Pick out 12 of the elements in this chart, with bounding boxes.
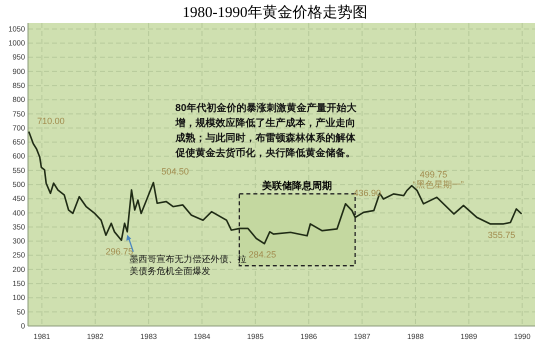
annotation: 80年代初金价的暴涨刺激黄金产量开始大增，规模效应降低了生产成本，产业走向成熟；与此同时，布雷顿森林体系的解体促使黄金去货币化，央行降低黄金储备。: [174, 102, 358, 160]
chart-title: 1980-1990年黄金价格走势图: [182, 4, 368, 21]
annotation: 墨西哥宣布无力偿还外债、拉美债务危机全面爆发: [129, 254, 246, 276]
annotation: 436.90: [354, 188, 382, 198]
annotation: 284.25: [248, 250, 276, 260]
line-series: [28, 131, 522, 244]
band-label: 美联储降息周期: [261, 180, 332, 192]
annotation: 355.75: [488, 230, 516, 240]
annotation: 504.50: [161, 166, 189, 177]
annotation: “黑色星期一”: [412, 180, 464, 190]
annotation: 710.00: [37, 116, 65, 126]
annotation: 499.75: [420, 170, 448, 180]
